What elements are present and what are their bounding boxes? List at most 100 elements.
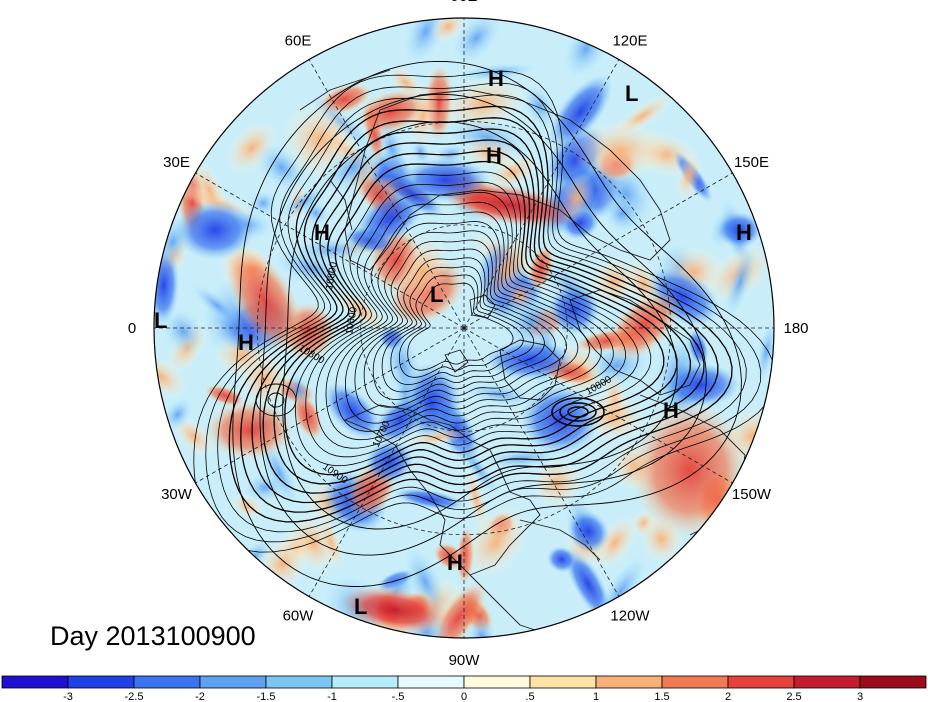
- anomaly-core: [570, 120, 670, 180]
- anomaly-patch: [387, 65, 424, 100]
- closed-high-contour: [267, 392, 285, 408]
- anomaly-core: [225, 245, 305, 355]
- anomaly-core: [718, 212, 762, 248]
- anomaly-patch: [455, 62, 540, 82]
- high-pressure-marker: H: [736, 220, 752, 245]
- anomaly-patch: [461, 504, 530, 580]
- height-contour: [282, 121, 678, 530]
- colorbar-swatch: [595, 675, 663, 689]
- height-contour: [354, 230, 579, 416]
- longitude-label: 90E: [451, 0, 478, 5]
- colorbar-tick-label: -3: [63, 691, 73, 702]
- colorbar-swatch: [661, 675, 729, 689]
- anomaly-patch: [460, 136, 518, 170]
- height-contour: [294, 171, 652, 467]
- anomaly-patch: [204, 384, 245, 407]
- anomaly-patch: [548, 74, 613, 149]
- colorbar-swatch: [727, 675, 795, 689]
- colorbar-swatch: [463, 675, 531, 689]
- colorbar-swatch: [133, 675, 201, 689]
- anomaly-patch: [438, 75, 529, 133]
- longitude-label: 30E: [163, 154, 190, 171]
- longitude-label: 120E: [612, 33, 647, 50]
- anomaly-patch: [376, 119, 407, 178]
- anomaly-patch: [723, 244, 757, 320]
- anomaly-patch: [317, 515, 345, 570]
- anomaly-core: [340, 586, 450, 634]
- longitude-label: 120W: [610, 608, 650, 625]
- height-contour: [399, 274, 524, 378]
- anomaly-patch: [430, 18, 467, 44]
- meridian-line: [463, 59, 620, 329]
- colorbar-swatch: [331, 675, 399, 689]
- map-boundary: [153, 17, 775, 639]
- anomaly-patch: [547, 546, 577, 573]
- anomaly-patch: [402, 18, 449, 66]
- height-contour: [232, 60, 742, 587]
- anomaly-patch: [285, 372, 312, 408]
- anomaly-patch: [403, 545, 448, 619]
- anomaly-patch: [405, 427, 471, 447]
- colorbar-tick-label: 0: [461, 691, 467, 702]
- colorbar: -3 -2.5 -2 -1.5 -1 -.5 0 .5 1 1.5 2 2.5 3: [1, 675, 927, 702]
- low-pressure-marker: L: [430, 282, 443, 307]
- longitude-label: 30W: [161, 486, 193, 503]
- colorbar-tick-label: 1.5: [654, 691, 669, 702]
- anomaly-patch: [675, 151, 702, 202]
- anomaly-patch: [394, 488, 465, 510]
- height-contour: [193, 70, 774, 553]
- anomaly-patch: [161, 307, 205, 356]
- high-pressure-marker: H: [314, 220, 330, 245]
- meridian-line: [463, 327, 620, 597]
- height-contour: [251, 128, 705, 504]
- height-contour: [262, 139, 692, 494]
- closed-low-contour: [559, 402, 597, 422]
- anomaly-core: [485, 340, 575, 380]
- longitude-label: 180: [783, 320, 808, 337]
- colorbar-tick-label: 1: [593, 691, 599, 702]
- height-contour: [284, 160, 665, 476]
- pressure-center-markers: H L H H H L L H H H L: [154, 66, 752, 619]
- low-pressure-marker: L: [625, 81, 638, 106]
- colorbar-swatch: [529, 675, 597, 689]
- anomaly-patch: [355, 88, 427, 136]
- meridian-line: [195, 172, 465, 329]
- high-pressure-marker: H: [663, 398, 679, 423]
- colorbar-tick-label: -.5: [392, 691, 405, 702]
- anomaly-core: [175, 200, 255, 260]
- height-contour: [305, 181, 639, 458]
- colorbar-swatch: [859, 675, 927, 689]
- anomaly-patch: [154, 354, 188, 400]
- height-contour: [390, 265, 535, 385]
- anomaly-patch: [607, 290, 680, 361]
- high-pressure-marker: H: [238, 330, 254, 355]
- colorbar-swatch: [1, 675, 69, 689]
- colorbar-swatch: [67, 675, 135, 689]
- longitude-label: 90W: [449, 652, 481, 669]
- high-pressure-marker: H: [447, 550, 463, 575]
- anomaly-patch: [190, 282, 245, 329]
- anomaly-patch: [288, 237, 376, 263]
- meridian-line: [308, 327, 465, 597]
- height-contour: [344, 221, 590, 424]
- height-contour: [205, 82, 762, 543]
- height-contour: [217, 94, 747, 533]
- longitude-label: 150W: [732, 486, 772, 503]
- anomaly-core: [205, 400, 295, 460]
- height-contour: [325, 201, 614, 441]
- longitude-label: 60W: [283, 608, 315, 625]
- height-contour: [273, 150, 678, 485]
- low-pressure-marker: L: [154, 308, 167, 333]
- contour-label: 10500: [344, 306, 360, 336]
- longitude-label: 60E: [285, 33, 312, 50]
- longitude-label: 150E: [734, 154, 769, 171]
- anomaly-core: [374, 396, 426, 444]
- colorbar-tick-label: -1: [327, 691, 337, 702]
- height-contour: [372, 248, 556, 400]
- colorbar-tick-label: -2.5: [125, 691, 144, 702]
- height-contour: [228, 105, 733, 523]
- height-contour: [381, 257, 545, 393]
- anomaly-patch: [755, 319, 774, 384]
- anomaly-patch: [249, 190, 278, 217]
